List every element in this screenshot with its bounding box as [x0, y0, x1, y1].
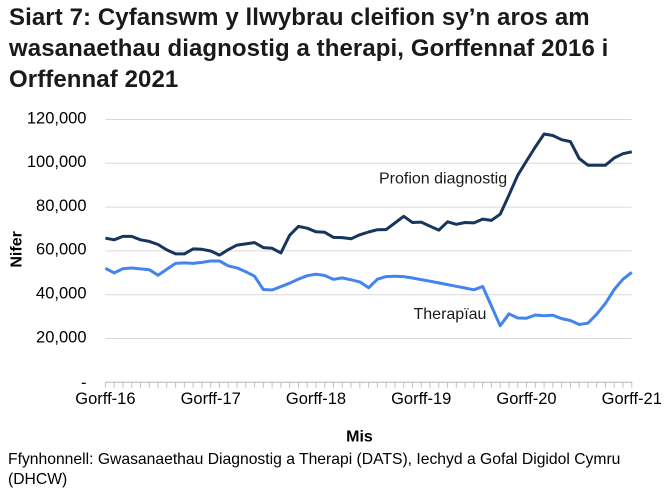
svg-text:Profion diagnostig: Profion diagnostig	[379, 170, 507, 187]
svg-text:Gorff-18: Gorff-18	[286, 390, 346, 408]
svg-text:Mis: Mis	[346, 429, 373, 446]
svg-text:Gorff-16: Gorff-16	[75, 390, 135, 408]
svg-text:120,000: 120,000	[27, 109, 87, 127]
svg-text:40,000: 40,000	[36, 285, 86, 303]
svg-text:100,000: 100,000	[27, 153, 87, 171]
svg-text:60,000: 60,000	[36, 241, 86, 259]
svg-text:80,000: 80,000	[36, 197, 86, 215]
svg-text:-: -	[81, 374, 87, 392]
svg-text:Gorff-19: Gorff-19	[391, 390, 451, 408]
svg-text:Gorff-17: Gorff-17	[181, 390, 241, 408]
svg-text:Gorff-20: Gorff-20	[496, 390, 556, 408]
svg-text:Nifer: Nifer	[9, 231, 26, 267]
svg-text:Gorff-21: Gorff-21	[602, 390, 662, 408]
svg-text:Therapïau: Therapïau	[414, 306, 487, 323]
svg-text:20,000: 20,000	[36, 328, 86, 346]
